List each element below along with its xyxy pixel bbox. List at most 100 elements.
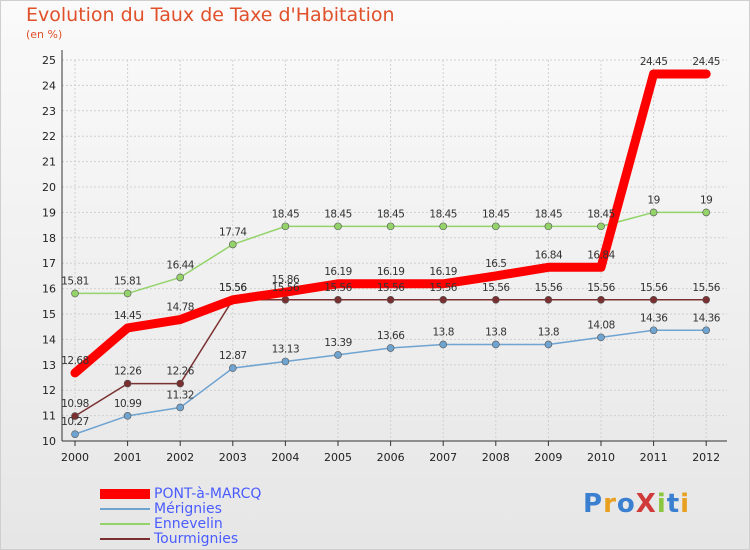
legend-label: Tourmignies <box>154 531 239 547</box>
data-label: 16.44 <box>166 259 194 271</box>
data-point <box>544 340 553 349</box>
grid <box>62 59 727 442</box>
series-group <box>70 69 711 438</box>
proxiti-logo: ProXiti <box>583 489 690 519</box>
data-label: 15.56 <box>219 282 247 294</box>
x-tick-label: 2005 <box>324 451 352 464</box>
data-label: 13.39 <box>324 337 352 349</box>
data-label: 15.56 <box>377 282 405 294</box>
data-label: 15.56 <box>219 282 247 294</box>
y-tick-label: 24 <box>42 79 56 92</box>
axes: 10 11 12 13 14 15 16 17 18 19 20 21 22 23 24 25 2000 2001… <box>42 50 727 464</box>
x-tick-label: 2007 <box>429 451 457 464</box>
x-tick-label: 2006 <box>377 451 405 464</box>
y-tick-label: 14 <box>42 333 56 346</box>
data-label: 15.81 <box>61 275 89 287</box>
legend-label: PONT-à-MARCQ <box>154 486 262 502</box>
data-label: 16.5 <box>485 258 506 270</box>
data-point <box>386 344 395 352</box>
logo-letter: r <box>603 489 617 519</box>
legend-label: Ennevelin <box>154 516 223 532</box>
data-label: 16.19 <box>377 266 405 278</box>
data-point <box>334 351 342 359</box>
data-label: 13.8 <box>538 326 559 338</box>
data-label: 14.36 <box>640 312 668 324</box>
data-label: 13.13 <box>272 343 300 355</box>
data-label: 15.56 <box>587 282 615 294</box>
logo-letter: P <box>583 489 604 519</box>
data-label: 13.66 <box>377 330 405 342</box>
logo-letter: i <box>680 489 691 519</box>
data-point <box>176 403 184 412</box>
data-label: 15.56 <box>272 282 300 294</box>
data-label: 12.87 <box>219 350 247 362</box>
data-label: 13.8 <box>485 326 506 338</box>
data-point <box>386 295 395 304</box>
data-point <box>649 295 658 304</box>
data-label: 16.84 <box>535 249 563 261</box>
logo-letter: t <box>666 489 681 519</box>
x-tick-label: 2000 <box>61 451 89 464</box>
y-tick-label: 23 <box>42 105 56 118</box>
data-label: 18.45 <box>377 208 405 220</box>
data-label: 18.45 <box>429 208 457 220</box>
data-label: 15.56 <box>429 282 457 294</box>
data-label: 16.19 <box>324 266 352 278</box>
data-label: 13.8 <box>433 326 454 338</box>
legend-item-tourmignies: Tourmignies <box>100 531 360 547</box>
data-point <box>71 412 79 420</box>
data-label: 24.45 <box>692 56 720 68</box>
logo-letter: o <box>616 489 636 519</box>
data-point <box>334 222 342 231</box>
data-label: 11.32 <box>166 389 194 401</box>
legend-item-merignies: Mérignies <box>100 501 360 517</box>
data-label: 16.19 <box>429 266 457 278</box>
data-label: 12.26 <box>114 366 142 378</box>
data-point <box>702 208 711 217</box>
data-point <box>702 326 711 335</box>
data-label: 12.68 <box>61 355 89 367</box>
data-point <box>491 295 500 304</box>
data-point <box>439 340 448 349</box>
y-tick-label: 11 <box>42 410 56 423</box>
chart-title: Evolution du Taux de Taxe d'Habitation <box>26 4 395 26</box>
data-point <box>123 289 132 298</box>
data-label: 18.45 <box>482 208 510 220</box>
y-tick-label: 17 <box>42 257 56 270</box>
data-label: 14.45 <box>114 310 142 322</box>
data-label: 19 <box>700 194 712 206</box>
data-point <box>649 208 658 217</box>
logo-letter: i <box>656 489 667 519</box>
x-tick-label: 2004 <box>271 451 299 464</box>
x-tick-label: 2001 <box>114 451 142 464</box>
data-point <box>281 357 290 366</box>
data-point <box>649 326 658 335</box>
data-label: 18.45 <box>535 208 563 220</box>
chart-subtitle: (en %) <box>26 28 63 41</box>
logo-letter: X <box>635 489 657 519</box>
data-label: 15.56 <box>324 282 352 294</box>
data-label: 18.45 <box>272 208 300 220</box>
data-point <box>544 222 553 231</box>
legend-swatch <box>100 538 150 540</box>
y-tick-label: 13 <box>42 359 56 372</box>
data-label: 14.36 <box>692 312 720 324</box>
data-point <box>281 295 290 304</box>
data-label: 10.99 <box>114 398 142 410</box>
y-tick-label: 10 <box>42 435 56 448</box>
y-tick-label: 19 <box>42 206 56 219</box>
data-label: 15.56 <box>535 282 563 294</box>
x-tick-label: 2008 <box>482 451 510 464</box>
series-line <box>70 69 711 378</box>
legend-label: Mérignies <box>154 501 222 517</box>
y-tick-label: 20 <box>42 181 56 194</box>
x-tick-label: 2012 <box>692 451 720 464</box>
data-point <box>491 340 500 349</box>
data-label: 24.45 <box>640 56 668 68</box>
data-label: 19 <box>647 194 659 206</box>
legend-swatch <box>100 508 150 510</box>
data-label: 15.81 <box>114 275 142 287</box>
